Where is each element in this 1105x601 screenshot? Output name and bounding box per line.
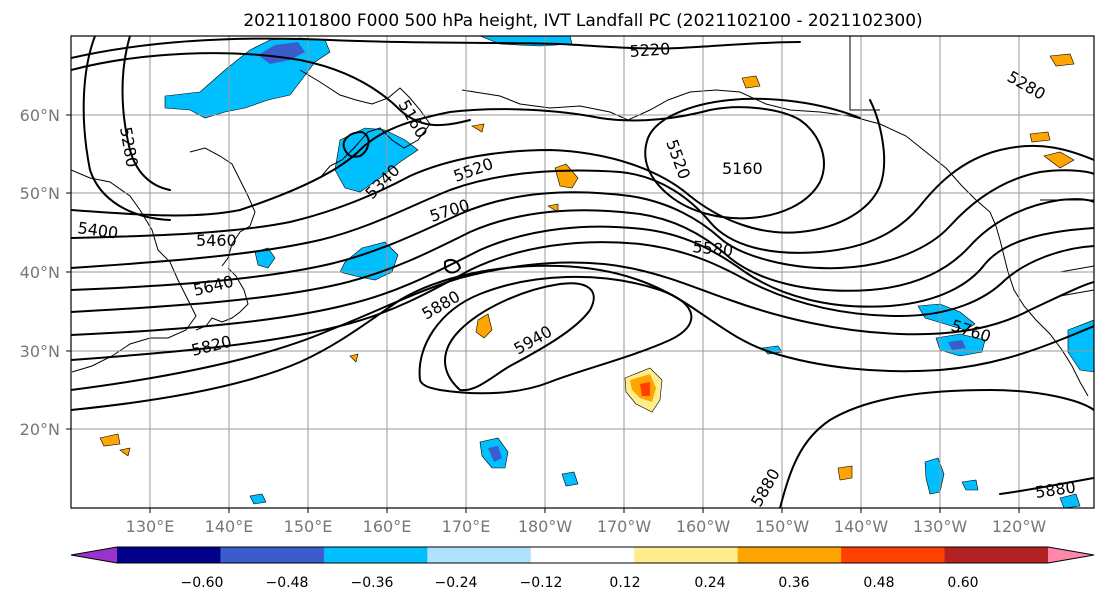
lat-label: 30°N [20,342,60,361]
contour-label: 5160 [722,159,763,178]
colorbar-segment [944,547,1049,563]
colorbar-segment [841,547,946,563]
lon-label: 170°W [597,517,652,536]
colorbar-tick-label: 0.48 [863,575,894,591]
colorbar-segment [117,547,221,563]
colorbar-segment [737,547,842,563]
colorbar-ticks: −0.60 −0.48 −0.36 −0.24 −0.12 0.12 0.24 … [181,575,979,591]
lat-label: 40°N [20,263,60,282]
colorbar-segment [530,547,635,563]
colorbar-tick-label: −0.24 [435,575,478,591]
lon-axis: 130°E 140°E 150°E 160°E 170°E 180°W 170°… [126,508,1047,536]
colorbar-tick-label: 0.36 [778,575,809,591]
colorbar-tick-label: 0.60 [947,575,978,591]
lat-label: 60°N [20,106,60,125]
colorbar: −0.60 −0.48 −0.36 −0.24 −0.12 0.12 0.24 … [70,546,1095,591]
lon-label: 140°W [834,517,889,536]
colorbar-segment [634,547,739,563]
contour-label: 5580 [692,237,734,260]
colorbar-extend-left [71,547,117,563]
colorbar-outline [70,546,1095,564]
lon-label: 130°E [126,517,175,536]
lat-axis: 60°N 50°N 40°N 30°N 20°N [20,106,71,439]
colorbar-segment [427,547,532,563]
lat-label: 50°N [20,184,60,203]
ivt-shading [99,36,1094,508]
figure-title: 2021101800 F000 500 hPa height, IVT Land… [243,11,922,31]
colorbar-segment [323,547,428,563]
colorbar-tick-label: 0.24 [694,575,725,591]
lon-label: 160°W [676,517,731,536]
lon-label: 170°E [442,517,491,536]
lon-label: 130°W [913,517,968,536]
colorbar-segments [70,546,1095,564]
lon-label: 140°E [205,517,254,536]
colorbar-segment [220,547,325,563]
contour-label: 5460 [196,231,237,250]
lon-label: 160°E [363,517,412,536]
colorbar-extend-right [1048,547,1094,563]
lat-label: 20°N [20,420,60,439]
map-area: 5220 5280 5280 5160 5340 5520 5520 5160 … [71,36,1094,508]
lon-label: 120°W [992,517,1047,536]
lon-label: 180°W [518,517,573,536]
colorbar-tick-label: −0.36 [351,575,394,591]
height-contours [71,36,1094,508]
colorbar-tick-label: −0.48 [266,575,309,591]
colorbar-tick-label: −0.60 [181,575,224,591]
contour-label: 5220 [629,39,671,61]
lon-label: 150°W [755,517,810,536]
colorbar-tick-label: 0.12 [609,575,640,591]
lon-label: 150°E [284,517,333,536]
colorbar-tick-label: −0.12 [520,575,563,591]
